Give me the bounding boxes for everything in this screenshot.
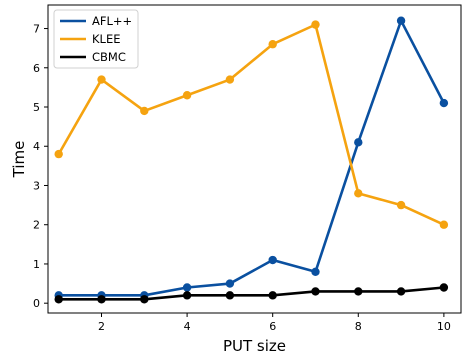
data-point-afl: [354, 138, 363, 147]
y-tick-label: 0: [33, 297, 40, 310]
y-axis-title: Time: [10, 141, 28, 179]
y-tick-label: 2: [33, 219, 40, 232]
data-point-cbmc: [97, 295, 106, 304]
series-layer: [54, 16, 449, 304]
data-point-cbmc: [439, 283, 449, 292]
data-point-klee: [182, 91, 192, 100]
series-line-cbmc: [58, 286, 444, 301]
y-tick-label: 5: [33, 101, 40, 114]
y-tick-label: 4: [33, 140, 40, 153]
series-cbmc: [54, 283, 449, 304]
series-klee: [54, 20, 449, 229]
data-point-afl: [225, 279, 235, 288]
y-tick-label: 3: [33, 179, 40, 192]
x-tick-label: 4: [184, 320, 191, 333]
data-point-afl: [396, 16, 406, 25]
data-point-cbmc: [354, 287, 363, 296]
x-tick-label: 10: [437, 320, 451, 333]
axes: 2 4 6 8 10 0 1 2 3 4 5 6 7: [33, 4, 462, 333]
data-point-cbmc: [396, 287, 406, 296]
data-point-cbmc: [268, 291, 277, 300]
series-line-afl: [58, 19, 446, 297]
x-axis-title: PUT size: [223, 337, 286, 355]
data-point-klee: [439, 220, 449, 229]
data-point-afl: [182, 283, 192, 292]
data-point-afl: [268, 255, 277, 265]
y-tick-label: 1: [33, 258, 40, 271]
series-line-klee: [57, 23, 445, 226]
data-point-klee: [225, 75, 235, 84]
data-point-cbmc: [54, 295, 63, 304]
data-point-cbmc: [182, 291, 192, 300]
data-point-afl: [439, 98, 449, 108]
data-point-klee: [54, 149, 63, 159]
data-point-cbmc: [311, 287, 320, 296]
data-point-klee: [311, 20, 320, 29]
data-point-afl: [311, 267, 320, 277]
x-tick-label: 8: [355, 320, 362, 333]
legend-label: KLEE: [92, 32, 120, 46]
legend-label: AFL++: [92, 14, 132, 28]
plot-frame: [47, 4, 462, 314]
y-tick-label: 7: [33, 23, 40, 36]
data-point-klee: [268, 40, 277, 49]
data-point-cbmc: [225, 291, 235, 300]
x-tick-label: 2: [98, 320, 105, 333]
x-tick-label: 6: [269, 320, 276, 333]
data-point-klee: [140, 106, 149, 116]
legend: AFL++ KLEE CBMC: [53, 9, 139, 69]
legend-box: [53, 9, 139, 69]
data-point-klee: [396, 200, 406, 210]
legend-label: CBMC: [92, 50, 126, 64]
data-point-klee: [354, 189, 363, 198]
data-point-cbmc: [140, 295, 149, 304]
data-point-klee: [97, 75, 106, 84]
y-tick-label: 6: [33, 62, 40, 75]
